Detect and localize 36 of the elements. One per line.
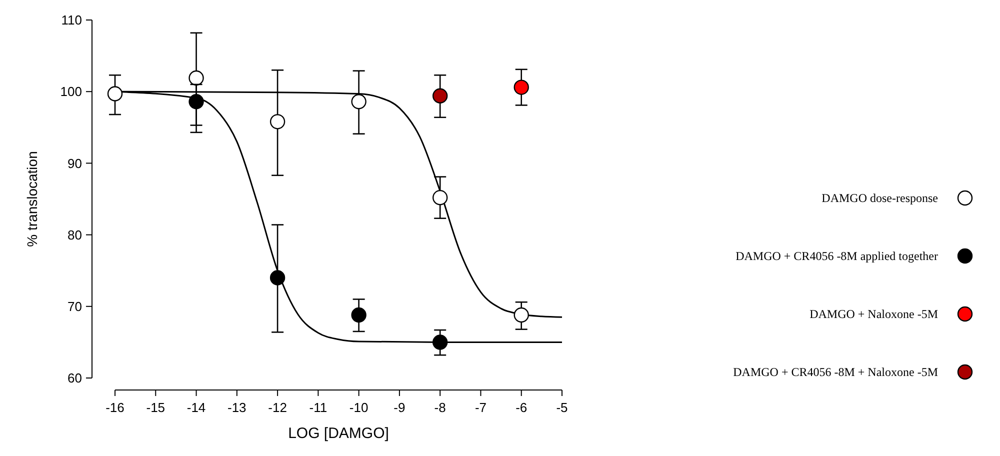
y-tick-label: 60 — [68, 370, 82, 386]
y-tick-label: 110 — [61, 12, 82, 28]
x-tick-label: -5 — [556, 400, 568, 415]
point — [432, 88, 448, 104]
x-tick-label: -13 — [228, 400, 246, 415]
x-tick-label: -6 — [516, 400, 528, 415]
legend-label: DAMGO dose-response — [822, 191, 938, 206]
x-tick-label: -12 — [268, 400, 287, 415]
point — [514, 307, 529, 323]
point — [188, 94, 204, 110]
x-tick-label: -11 — [309, 400, 328, 415]
x-tick-label: -16 — [106, 400, 124, 415]
x-tick-label: -15 — [146, 400, 166, 415]
point — [270, 270, 286, 286]
point — [188, 70, 204, 86]
x-tick-label: -10 — [349, 400, 368, 415]
y-axis-title: % translocation — [24, 151, 40, 247]
legend-label: DAMGO + Naloxone -5M — [810, 307, 938, 322]
point — [107, 86, 123, 102]
point — [351, 94, 366, 110]
x-tick-label: -9 — [394, 400, 406, 415]
y-tick-label: 100 — [60, 84, 82, 100]
point — [270, 114, 286, 130]
point — [351, 307, 366, 323]
point — [514, 80, 529, 95]
y-tick-label: 90 — [68, 156, 82, 171]
y-tick-label: 70 — [68, 298, 82, 314]
point — [432, 334, 448, 350]
x-tick-label: -8 — [434, 400, 446, 415]
legend-label: DAMGO + CR4056 -8M applied together — [736, 249, 938, 264]
point — [432, 190, 448, 206]
legend-label: DAMGO + CR4056 -8M + Naloxone -5M — [733, 365, 938, 380]
x-tick-label: -14 — [186, 400, 206, 415]
y-tick-label: 80 — [68, 227, 82, 242]
x-tick-label: -7 — [474, 400, 487, 415]
x-axis-title: LOG [DAMGO] — [288, 425, 389, 442]
